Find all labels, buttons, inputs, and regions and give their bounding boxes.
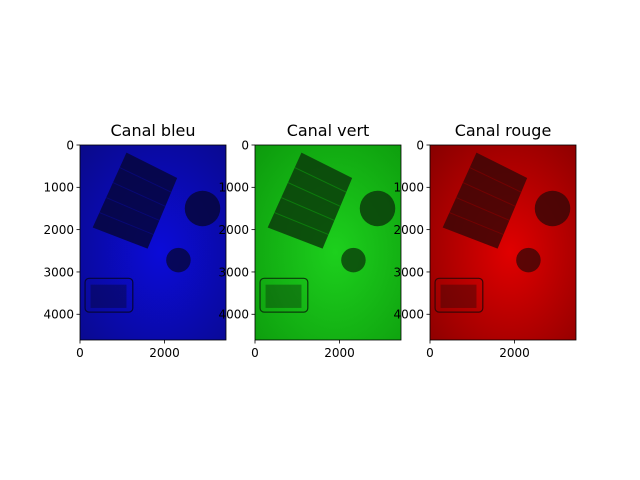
y-tick-label: 4000 [393, 308, 424, 322]
tin-box-label [441, 285, 477, 308]
y-tick-label: 1000 [43, 181, 74, 195]
small-coin-object [516, 248, 541, 273]
large-coin-object [360, 191, 395, 226]
channel-panel-2: Canal rouge 0 1000 2000 3000 4000 0 2000 [393, 121, 576, 360]
y-tick-label: 0 [66, 138, 74, 152]
y-tick-label: 3000 [393, 265, 424, 279]
channel-image [430, 145, 576, 340]
panel-title: Canal vert [287, 121, 370, 140]
x-tick-label: 0 [251, 346, 259, 360]
y-tick-label: 1000 [218, 181, 249, 195]
x-tick-label: 2000 [499, 346, 530, 360]
y-tick-label: 1000 [393, 181, 424, 195]
channel-panel-1: Canal vert 0 1000 2000 3000 4000 0 2000 [218, 121, 401, 360]
channel-image [255, 145, 401, 340]
tin-box-label [91, 285, 127, 308]
panel-title: Canal bleu [110, 121, 195, 140]
y-tick-label: 2000 [218, 223, 249, 237]
y-tick-label: 2000 [43, 223, 74, 237]
x-tick-label: 0 [76, 346, 84, 360]
small-coin-object [341, 248, 366, 273]
y-tick-label: 4000 [43, 308, 74, 322]
panel-title: Canal rouge [455, 121, 552, 140]
large-coin-object [185, 191, 220, 226]
x-tick-label: 2000 [324, 346, 355, 360]
channel-image [80, 145, 226, 340]
y-tick-label: 3000 [43, 265, 74, 279]
x-tick-label: 0 [426, 346, 434, 360]
channel-panel-0: Canal bleu 0 1000 2000 3000 4000 0 2000 [43, 121, 226, 360]
y-tick-label: 3000 [218, 265, 249, 279]
y-tick-label: 2000 [393, 223, 424, 237]
tin-box-label [266, 285, 302, 308]
small-coin-object [166, 248, 191, 273]
large-coin-object [535, 191, 570, 226]
y-tick-label: 0 [241, 138, 249, 152]
x-tick-label: 2000 [149, 346, 180, 360]
y-tick-label: 4000 [218, 308, 249, 322]
y-tick-label: 0 [416, 138, 424, 152]
